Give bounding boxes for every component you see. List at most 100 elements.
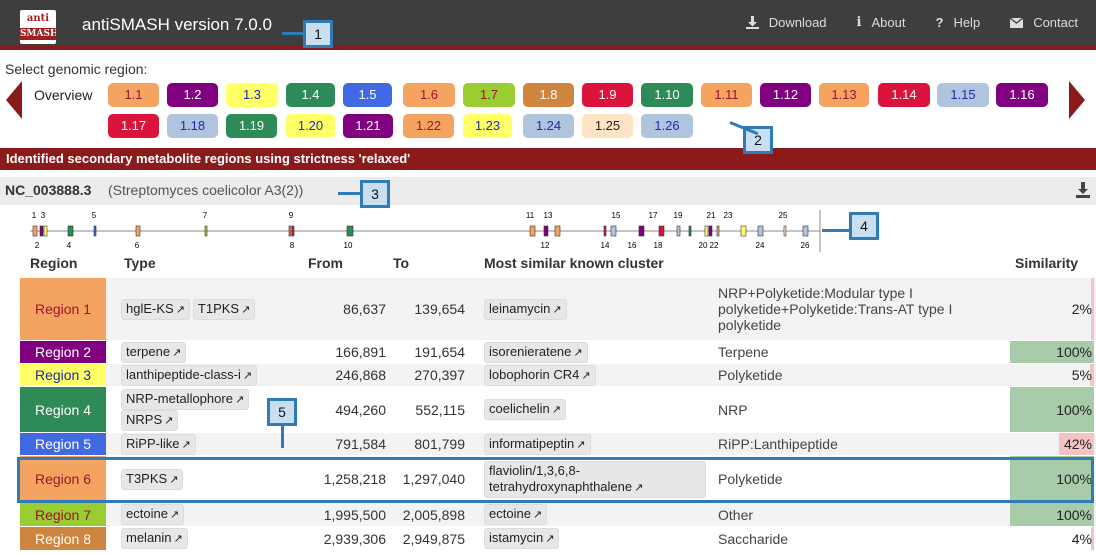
region-marker-4[interactable]	[67, 225, 74, 237]
region-marker-19[interactable]	[688, 225, 692, 237]
previous-region-arrow-icon[interactable]	[6, 81, 22, 119]
region-button-1-3[interactable]: 1.3	[226, 83, 278, 107]
region-marker-14[interactable]	[603, 225, 607, 237]
region-label[interactable]: Region 4	[20, 387, 106, 432]
region-button-1-15[interactable]: 1.15	[937, 83, 989, 107]
cluster-link[interactable]: isorenieratene ↗	[484, 341, 588, 363]
table-row[interactable]: Region 4 NRP-metallophore ↗ NRPS ↗ 494,260 552…	[20, 387, 1096, 432]
region-marker-2[interactable]	[39, 225, 44, 237]
region-marker-25[interactable]	[783, 225, 787, 237]
region-marker-22[interactable]	[716, 225, 720, 237]
region-marker-23[interactable]	[740, 225, 747, 237]
region-button-1-25[interactable]: 1.25	[582, 114, 633, 138]
region-label[interactable]: Region 2	[20, 341, 106, 363]
region-button-1-8[interactable]: 1.8	[523, 83, 574, 107]
nav-about[interactable]: i About	[857, 15, 906, 30]
nav-help[interactable]: ? Help	[935, 15, 980, 30]
region-label[interactable]: Region 8	[20, 527, 106, 550]
table-row[interactable]: Region 8 melanin ↗ 2,939,306 2,949,875 istamy…	[20, 527, 1096, 550]
region-button-1-13[interactable]: 1.13	[819, 83, 869, 107]
table-row[interactable]: Region 3 lanthipeptide-class-i ↗ 246,868 270…	[20, 364, 1096, 386]
region-marker-3[interactable]	[43, 225, 48, 237]
region-label[interactable]: Region 5	[20, 433, 106, 455]
type-link[interactable]: ectoine ↗	[121, 504, 185, 525]
download-icon[interactable]	[1076, 182, 1090, 198]
region-marker-9[interactable]	[291, 225, 295, 237]
header-to[interactable]: To	[393, 255, 410, 271]
region-button-1-7[interactable]: 1.7	[463, 83, 515, 107]
region-button-1-16[interactable]: 1.16	[996, 83, 1048, 107]
region-button-1-20[interactable]: 1.20	[286, 114, 335, 138]
cluster-link[interactable]: lobophorin CR4 ↗	[484, 364, 596, 386]
header-similarity[interactable]: Similarity	[1015, 255, 1079, 271]
region-button-1-12[interactable]: 1.12	[760, 83, 811, 107]
region-button-1-14[interactable]: 1.14	[878, 83, 930, 107]
next-region-arrow-icon[interactable]	[1069, 81, 1085, 119]
antismash-logo[interactable]: anti SMASH	[20, 10, 56, 44]
type-link[interactable]: NRPS ↗	[121, 409, 179, 431]
region-marker-20[interactable]	[704, 225, 709, 237]
table-row[interactable]: Region 5 RiPP-like ↗ 791,584 801,799 informat…	[20, 433, 1096, 455]
region-button-1-17[interactable]: 1.17	[108, 114, 159, 138]
region-button-1-11[interactable]: 1.11	[701, 83, 752, 107]
region-button-1-19[interactable]: 1.19	[226, 114, 277, 138]
region-button-1-4[interactable]: 1.4	[286, 83, 335, 107]
region-marker-12[interactable]	[543, 225, 549, 237]
region-button-1-22[interactable]: 1.22	[403, 114, 454, 138]
region-button-1-9[interactable]: 1.9	[582, 83, 633, 107]
cluster-link[interactable]: leinamycin ↗	[484, 298, 567, 320]
region-button-1-24[interactable]: 1.24	[523, 114, 574, 138]
region-button-1-1[interactable]: 1.1	[108, 83, 159, 107]
region-label[interactable]: Region 6	[20, 456, 106, 502]
region-marker-15[interactable]	[610, 225, 617, 237]
region-marker-17[interactable]	[658, 225, 665, 237]
type-link[interactable]: hglE-KS ↗	[121, 298, 190, 320]
type-link[interactable]: NRP-metallophore ↗	[121, 388, 250, 410]
header-cluster[interactable]: Most similar known cluster	[484, 255, 664, 271]
region-label[interactable]: Region 3	[20, 364, 106, 386]
region-label[interactable]: Region 7	[20, 503, 106, 526]
region-marker-21[interactable]	[708, 225, 713, 237]
region-marker-5[interactable]	[93, 225, 97, 237]
cluster-link[interactable]: ectoine ↗	[484, 504, 548, 525]
type-link[interactable]: T3PKS ↗	[121, 468, 184, 490]
region-marker-1[interactable]	[32, 225, 38, 237]
region-button-1-2[interactable]: 1.2	[167, 83, 218, 107]
region-marker-24[interactable]	[757, 225, 764, 237]
region-marker-6[interactable]	[135, 225, 141, 237]
cluster-link[interactable]: istamycin ↗	[484, 528, 560, 549]
header-type[interactable]: Type	[124, 255, 156, 271]
overview-button[interactable]: Overview	[34, 87, 93, 103]
region-marker-8[interactable]	[288, 225, 292, 237]
region-marker-26[interactable]	[802, 225, 809, 237]
region-button-1-10[interactable]: 1.10	[641, 83, 693, 107]
table-row[interactable]: Region 6 T3PKS ↗ 1,258,218 1,297,040 flavioli…	[20, 456, 1096, 502]
type-link[interactable]: melanin ↗	[121, 528, 188, 549]
region-button-1-21[interactable]: 1.21	[343, 114, 393, 138]
region-button-1-6[interactable]: 1.6	[403, 83, 455, 107]
table-row[interactable]: Region 1 hglE-KS ↗ T1PKS ↗ 86,637 139,654 leina…	[20, 278, 1096, 340]
cluster-link[interactable]: informatipeptin ↗	[484, 433, 591, 455]
region-marker-13[interactable]	[554, 225, 561, 237]
region-button-1-5[interactable]: 1.5	[343, 83, 392, 107]
nav-download[interactable]: Download	[745, 15, 827, 30]
region-marker-10[interactable]	[346, 225, 354, 237]
region-button-1-26[interactable]: 1.26	[641, 114, 693, 138]
cluster-link[interactable]: coelichelin ↗	[484, 399, 566, 420]
region-label[interactable]: Region 1	[20, 278, 106, 340]
region-marker-7[interactable]	[204, 225, 208, 237]
region-marker-16[interactable]	[638, 225, 645, 237]
cluster-link[interactable]: flaviolin/1,3,6,8-tetrahydroxynaphthalen…	[484, 460, 706, 498]
type-link[interactable]: terpene ↗	[121, 341, 187, 363]
type-link[interactable]: lanthipeptide-class-i ↗	[121, 364, 258, 386]
header-from[interactable]: From	[308, 255, 343, 271]
region-marker-11[interactable]	[529, 225, 536, 237]
table-row[interactable]: Region 2 terpene ↗ 166,891 191,654 isoreniera…	[20, 341, 1096, 363]
type-link[interactable]: T1PKS ↗	[192, 298, 256, 320]
type-link[interactable]: RiPP-like ↗	[121, 433, 196, 455]
region-button-1-18[interactable]: 1.18	[167, 114, 218, 138]
nav-contact[interactable]: Contact	[1010, 15, 1078, 30]
table-row[interactable]: Region 7 ectoine ↗ 1,995,500 2,005,898 ectoin…	[20, 503, 1096, 526]
region-button-1-23[interactable]: 1.23	[463, 114, 512, 138]
header-region[interactable]: Region	[30, 255, 78, 271]
